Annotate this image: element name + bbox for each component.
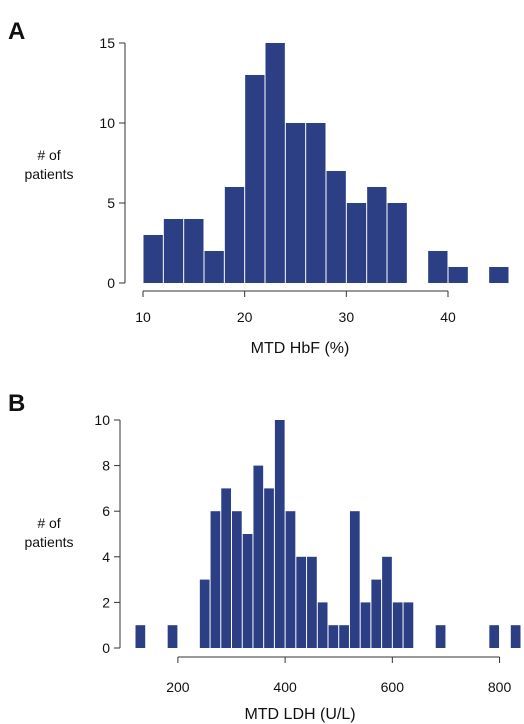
y-tick-label: 2 — [102, 594, 110, 610]
histogram-bar — [367, 187, 386, 283]
x-axis-label: MTD LDH (U/L) — [200, 706, 400, 724]
histogram-bar — [264, 488, 274, 648]
histogram-bar — [489, 625, 499, 648]
hbf-histogram-panel: A # of patients 0 5 10 15 10 20 30 40 MTD HbF (… — [0, 0, 524, 362]
x-tick-label: 30 — [339, 309, 355, 325]
y-tick-label: 15 — [99, 35, 115, 51]
histogram-bar — [232, 511, 242, 648]
histogram-bar — [225, 187, 244, 283]
ldh-histogram-panel: B # of patients 0 2 4 6 8 10 200 400 600 800 MTD … — [0, 362, 524, 724]
histogram-bar — [144, 235, 163, 283]
histogram-bar — [200, 580, 210, 648]
x-tick-label: 600 — [381, 679, 405, 695]
histogram-bar — [371, 580, 381, 648]
histogram-bar — [296, 557, 306, 648]
y-tick-label: 10 — [94, 412, 110, 428]
ldh-histogram-chart: 0 2 4 6 8 10 200 400 600 800 — [0, 362, 524, 724]
histogram-bar — [164, 219, 183, 283]
y-tick-label: 5 — [107, 195, 115, 211]
histogram-bar — [168, 625, 178, 648]
histogram-bar — [327, 171, 346, 283]
histogram-bar — [211, 511, 221, 648]
histogram-bar — [286, 123, 305, 283]
histogram-bar — [428, 251, 447, 283]
y-tick-label: 10 — [99, 115, 115, 131]
histogram-bar — [184, 219, 203, 283]
histogram-bar — [243, 534, 253, 648]
histogram-bar — [205, 251, 224, 283]
histogram-bar — [286, 511, 296, 648]
y-tick-label: 6 — [102, 503, 110, 519]
y-tick-label: 4 — [102, 549, 110, 565]
y-tick-label: 0 — [107, 275, 115, 291]
histogram-bar — [404, 602, 414, 648]
histogram-bar — [449, 267, 468, 283]
histogram-bar — [318, 602, 328, 648]
histogram-bar — [245, 75, 264, 283]
histogram-bar — [253, 466, 263, 648]
x-tick-label: 40 — [440, 309, 456, 325]
histogram-bar — [307, 557, 317, 648]
histogram-bar — [339, 625, 349, 648]
histogram-bar — [329, 625, 339, 648]
y-tick-label: 8 — [102, 458, 110, 474]
histogram-bar — [347, 203, 366, 283]
x-tick-label: 20 — [237, 309, 253, 325]
histogram-bar — [388, 203, 407, 283]
x-axis-label: MTD HbF (%) — [200, 340, 400, 358]
x-tick-label: 800 — [488, 679, 512, 695]
histogram-bar — [275, 420, 285, 648]
histogram-bar — [306, 123, 325, 283]
histogram-bar — [489, 267, 508, 283]
histogram-bar — [361, 602, 371, 648]
x-tick-label: 200 — [166, 679, 190, 695]
histogram-bar — [266, 43, 285, 283]
histogram-bar — [436, 625, 446, 648]
x-tick-label: 10 — [135, 309, 151, 325]
histogram-bar — [393, 602, 403, 648]
histogram-bar — [221, 488, 231, 648]
histogram-bar — [136, 625, 146, 648]
histogram-bar — [350, 511, 360, 648]
hbf-histogram-chart: 0 5 10 15 10 20 30 40 — [0, 0, 524, 362]
y-tick-label: 0 — [102, 640, 110, 656]
x-tick-label: 400 — [273, 679, 297, 695]
histogram-bar — [511, 625, 521, 648]
histogram-bar — [382, 557, 392, 648]
